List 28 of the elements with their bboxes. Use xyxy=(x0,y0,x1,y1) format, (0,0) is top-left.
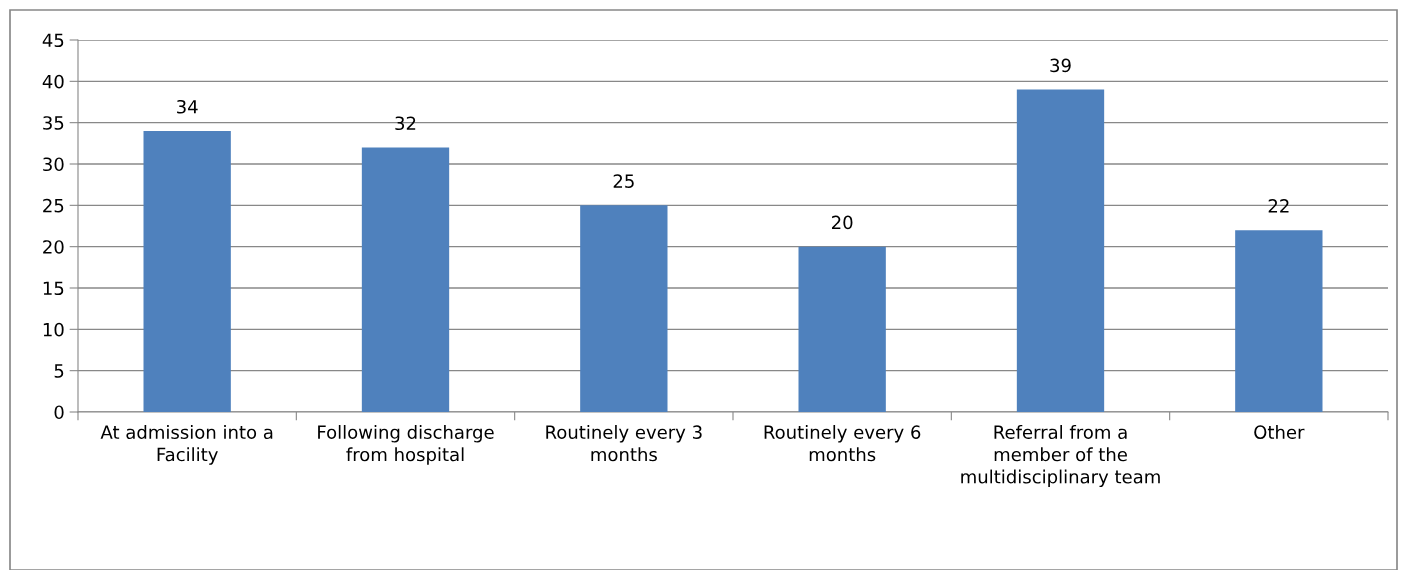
data-label: 39 xyxy=(1050,58,1071,73)
y-tick-label: 15 xyxy=(43,281,64,296)
bar xyxy=(580,205,668,412)
data-label: 20 xyxy=(832,215,853,230)
y-tick-label: 30 xyxy=(43,157,64,172)
y-tick-label: 35 xyxy=(43,116,64,130)
data-label: 22 xyxy=(1268,199,1289,213)
y-tick-label: 45 xyxy=(42,33,64,48)
x-tick-label: Routinely every 3 months xyxy=(546,425,702,462)
x-tick-label: At admission into a Facility xyxy=(100,425,273,465)
x-tick-label: Following discharge from hospital xyxy=(318,425,494,465)
bar xyxy=(1016,89,1105,412)
y-tick-label: 25 xyxy=(43,198,64,213)
bar xyxy=(798,246,886,412)
y-tick-label: 0 xyxy=(54,405,64,420)
x-tick-label: Referral from a member of the multidisciplinary team xyxy=(961,425,1160,488)
bar xyxy=(1235,230,1323,412)
bar xyxy=(361,147,450,412)
y-tick-label: 10 xyxy=(43,322,64,337)
data-label: 34 xyxy=(177,99,198,114)
bar xyxy=(143,130,231,412)
x-tick-label: Routinely every 6 months xyxy=(764,425,921,462)
y-tick-label: 40 xyxy=(42,74,64,89)
y-tick-label: 5 xyxy=(54,364,64,378)
y-tick-label: 20 xyxy=(43,240,64,254)
x-tick-label: Other xyxy=(1254,425,1305,439)
data-label: 25 xyxy=(613,174,634,188)
data-label: 32 xyxy=(395,116,416,131)
